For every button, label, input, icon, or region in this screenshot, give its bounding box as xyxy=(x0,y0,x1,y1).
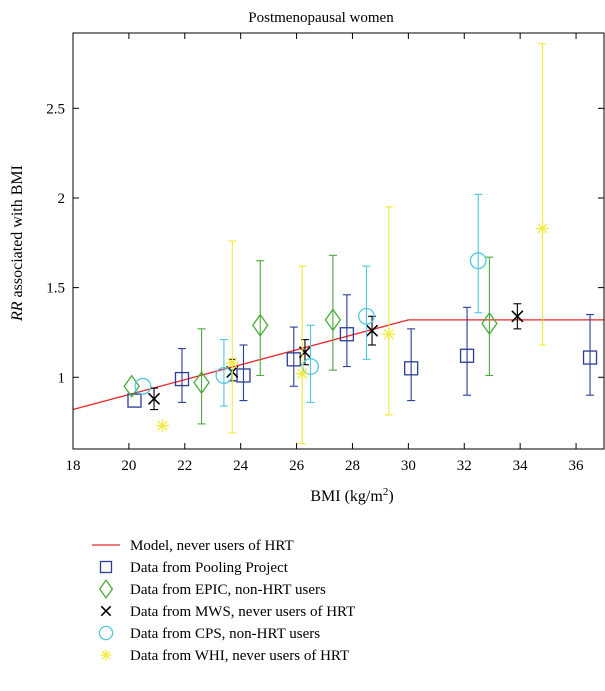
data-point-asterisk xyxy=(382,327,396,341)
y-tick-label: 1.5 xyxy=(46,281,65,297)
series-layer xyxy=(123,43,598,445)
x-axis-label-main: BMI (kg/m xyxy=(310,488,383,505)
data-point-circle xyxy=(134,377,152,395)
legend-marker-square xyxy=(99,560,113,574)
x-tick-label: 26 xyxy=(289,458,305,474)
data-point-x xyxy=(298,346,312,359)
y-tick-label: 1 xyxy=(58,370,66,386)
data-point-square xyxy=(404,361,419,376)
legend-marker-circle xyxy=(98,625,114,641)
y-axis-label-italic: RR xyxy=(9,301,26,322)
data-point-square xyxy=(286,352,301,367)
x-axis-label-sup: 2 xyxy=(383,486,389,498)
x-tick-label: 34 xyxy=(513,458,529,474)
x-tick-label: 24 xyxy=(233,458,249,474)
data-point-square xyxy=(582,350,598,365)
x-tick-label: 32 xyxy=(457,458,472,474)
series-circle xyxy=(134,193,487,407)
data-point-circle xyxy=(302,358,320,375)
legend-marker-diamond xyxy=(98,578,114,600)
legend-label-square: Data from Pooling Project xyxy=(130,560,289,576)
x-axis-label: BMI (kg/m2) xyxy=(310,486,393,505)
legend-label-circle: Data from CPS, non-HRT users xyxy=(130,626,320,642)
data-point-square xyxy=(459,348,475,363)
x-tick-label: 28 xyxy=(345,458,360,474)
y-tick-label: 2.5 xyxy=(46,101,65,117)
x-tick-label: 18 xyxy=(66,458,81,474)
data-point-square xyxy=(174,371,190,387)
legend-marker-asterisk xyxy=(100,649,112,661)
data-point-diamond xyxy=(324,308,342,332)
data-point-asterisk xyxy=(155,419,169,433)
data-point-square xyxy=(127,393,142,408)
x-tick-label: 20 xyxy=(121,458,136,474)
ticks-layer: 18 20 22 24 26 28 30 32 34 36 1 1.5 2 2.5 xyxy=(46,33,604,474)
series-diamond xyxy=(123,254,498,425)
data-point-asterisk xyxy=(225,356,239,370)
data-point-diamond xyxy=(193,371,210,395)
series-square xyxy=(127,294,598,408)
legend-label-diamond: Data from EPIC, non-HRT users xyxy=(130,582,326,598)
data-point-diamond xyxy=(481,311,498,336)
y-axis-label-rest: associated with BMI xyxy=(9,165,26,301)
series-asterisk xyxy=(155,43,550,445)
x-tick-label: 30 xyxy=(401,458,416,474)
data-point-x xyxy=(147,392,161,405)
chart-title: Postmenopausal women xyxy=(248,10,394,26)
data-point-circle xyxy=(215,367,233,384)
data-point-circle xyxy=(357,307,375,325)
data-point-diamond xyxy=(123,374,140,398)
data-point-asterisk xyxy=(295,367,309,381)
legend: Model, never users of HRT Data from Pooli… xyxy=(92,538,355,664)
data-point-x xyxy=(365,324,379,337)
legend-label-model: Model, never users of HRT xyxy=(130,538,294,554)
x-axis-label-end: ) xyxy=(388,488,393,505)
data-point-x xyxy=(511,310,524,323)
x-tick-label: 22 xyxy=(177,458,192,474)
data-point-square xyxy=(339,327,355,342)
plot-frame xyxy=(72,32,605,450)
y-tick-label: 2 xyxy=(58,191,66,207)
data-point-asterisk xyxy=(536,221,550,235)
data-point-circle xyxy=(469,252,487,270)
x-tick-label: 36 xyxy=(569,458,585,474)
legend-label-x: Data from MWS, never users of HRT xyxy=(130,604,355,620)
model-layer xyxy=(72,319,604,411)
model-line xyxy=(72,319,604,411)
y-axis-label: RR associated with BMI xyxy=(9,165,26,322)
data-point-diamond xyxy=(251,313,269,337)
legend-label-asterisk: Data from WHI, never users of HRT xyxy=(130,648,349,664)
legend-marker-x xyxy=(100,605,112,617)
